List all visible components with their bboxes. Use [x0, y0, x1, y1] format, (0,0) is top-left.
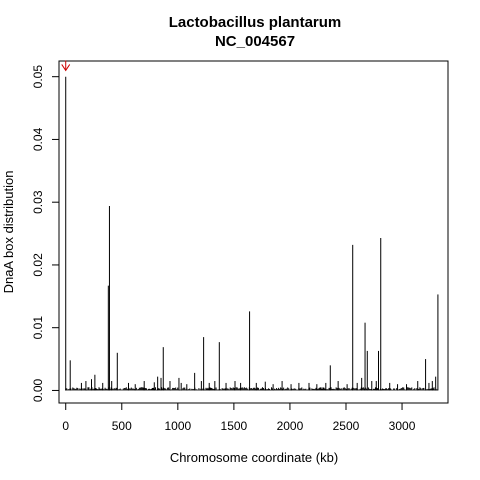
y-tick-label: 0.02	[31, 253, 45, 277]
x-tick-label: 500	[112, 419, 132, 433]
y-tick-label: 0.01	[31, 316, 45, 340]
y-axis-label: DnaA box distribution	[1, 171, 16, 294]
x-axis: 0 500 1000 1500 2000 2500 3000	[62, 402, 416, 433]
arrow-head	[61, 64, 71, 72]
y-tick-label: 0.03	[31, 190, 45, 214]
x-tick-label: 2500	[333, 419, 360, 433]
plot-box	[58, 60, 449, 404]
y-axis: 0.00 0.01 0.02 0.03 0.04 0.05	[31, 65, 60, 402]
bar-series	[65, 76, 439, 391]
x-tick-label: 2000	[277, 419, 304, 433]
y-tick-label: 0.00	[31, 378, 45, 402]
x-tick-label: 1000	[164, 419, 191, 433]
y-tick-label: 0.04	[31, 127, 45, 151]
x-axis-label: Chromosome coordinate (kb)	[170, 450, 338, 465]
chart-title: Lactobacillus plantarum	[169, 14, 342, 31]
y-tick-label: 0.05	[31, 65, 45, 89]
annotation-layer	[61, 60, 71, 72]
x-tick-label: 3000	[389, 419, 416, 433]
x-tick-label: 0	[62, 419, 69, 433]
chart-subtitle: NC_004567	[215, 33, 295, 50]
x-tick-label: 1500	[221, 419, 248, 433]
